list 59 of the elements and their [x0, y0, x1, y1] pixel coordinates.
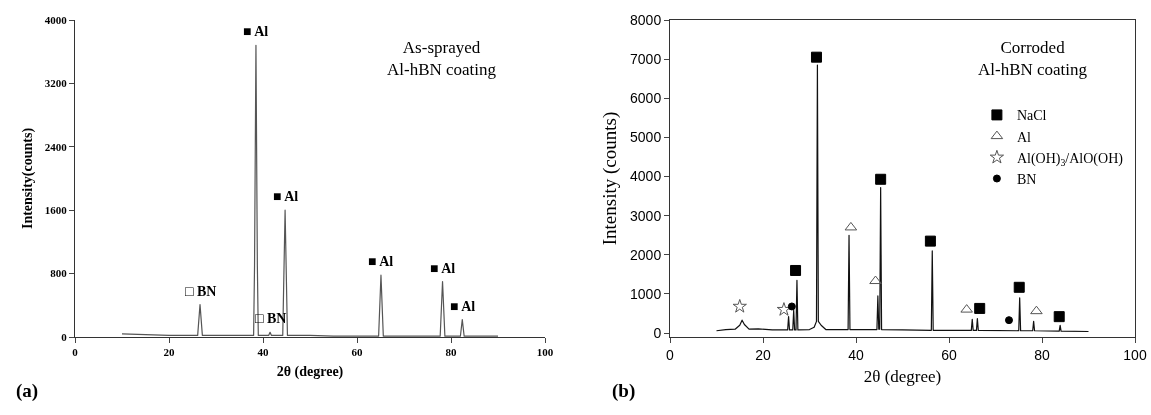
annotation: As-sprayed Al-hBN coating	[387, 38, 497, 80]
y-tick-label: 0	[61, 330, 68, 343]
y-tick-label: 7000	[630, 51, 662, 68]
y-tick-label: 5000	[630, 129, 662, 146]
text: (b)	[612, 380, 636, 402]
x-tick-label: 0	[666, 346, 675, 363]
annotation: Corroded Al-hBN coating	[978, 38, 1088, 80]
point	[875, 173, 887, 185]
x-tick-label: 80	[445, 346, 457, 359]
x-tick-label: 0	[72, 346, 79, 359]
y-tick-label: 8000	[630, 11, 662, 28]
y-tick-label: 800	[50, 267, 68, 280]
y-tick-label: 2400	[44, 140, 68, 153]
point	[844, 221, 858, 231]
point	[1013, 281, 1025, 293]
x-tick-label: 100	[1123, 346, 1147, 363]
y-tick-label: 3200	[44, 77, 68, 90]
x-tick-label: 40	[257, 346, 269, 359]
y-tick-label: 4000	[44, 13, 68, 26]
y-tick-label: 1600	[44, 204, 68, 217]
point	[787, 302, 796, 311]
x-axis-title: 2θ (degree)	[863, 367, 942, 387]
legend-label: Al(OH)$_{3}$/AlO(OH)	[1016, 150, 1124, 168]
annotation: ■ Al	[450, 299, 476, 314]
annotation: ■ Al	[243, 24, 269, 39]
x-tick-label: 60	[941, 346, 957, 363]
point	[974, 302, 986, 314]
point	[869, 275, 882, 285]
annotation: □ BN	[185, 284, 217, 299]
y-axis-title: Intensity (counts)	[598, 111, 621, 246]
annotation: □ BN	[255, 311, 287, 326]
y-tick-label: 6000	[630, 90, 662, 107]
y-tick-label: 3000	[630, 207, 662, 224]
point	[1030, 305, 1043, 315]
point	[1004, 316, 1013, 325]
text: (a)	[16, 380, 39, 402]
point	[790, 264, 802, 276]
y-tick-label: 2000	[630, 246, 662, 263]
y-tick-label: 1000	[630, 285, 662, 302]
y-tick-label: 4000	[630, 168, 662, 185]
x-tick-label: 20	[755, 346, 771, 363]
x-tick-label: 40	[848, 346, 864, 363]
y-axis-title: Intensity(counts)	[20, 127, 37, 230]
legend-label: BN	[1016, 171, 1037, 187]
x-tick-label: 60	[351, 346, 363, 359]
x-tick-label: 100	[536, 346, 554, 359]
x-tick-label: 80	[1034, 346, 1050, 363]
point	[924, 235, 936, 247]
point	[810, 51, 822, 63]
point	[1053, 311, 1065, 323]
annotation: ■ Al	[430, 261, 456, 276]
x-tick-label: 20	[163, 346, 175, 359]
point	[732, 298, 747, 313]
annotation: ■ Al	[368, 254, 394, 269]
x-axis-title: 2θ (degree)	[276, 363, 344, 380]
legend-label: NaCl	[1016, 108, 1047, 124]
annotation: ■ Al	[273, 189, 299, 204]
y-tick-label: 0	[653, 324, 662, 341]
legend-label: Al	[1016, 129, 1032, 145]
